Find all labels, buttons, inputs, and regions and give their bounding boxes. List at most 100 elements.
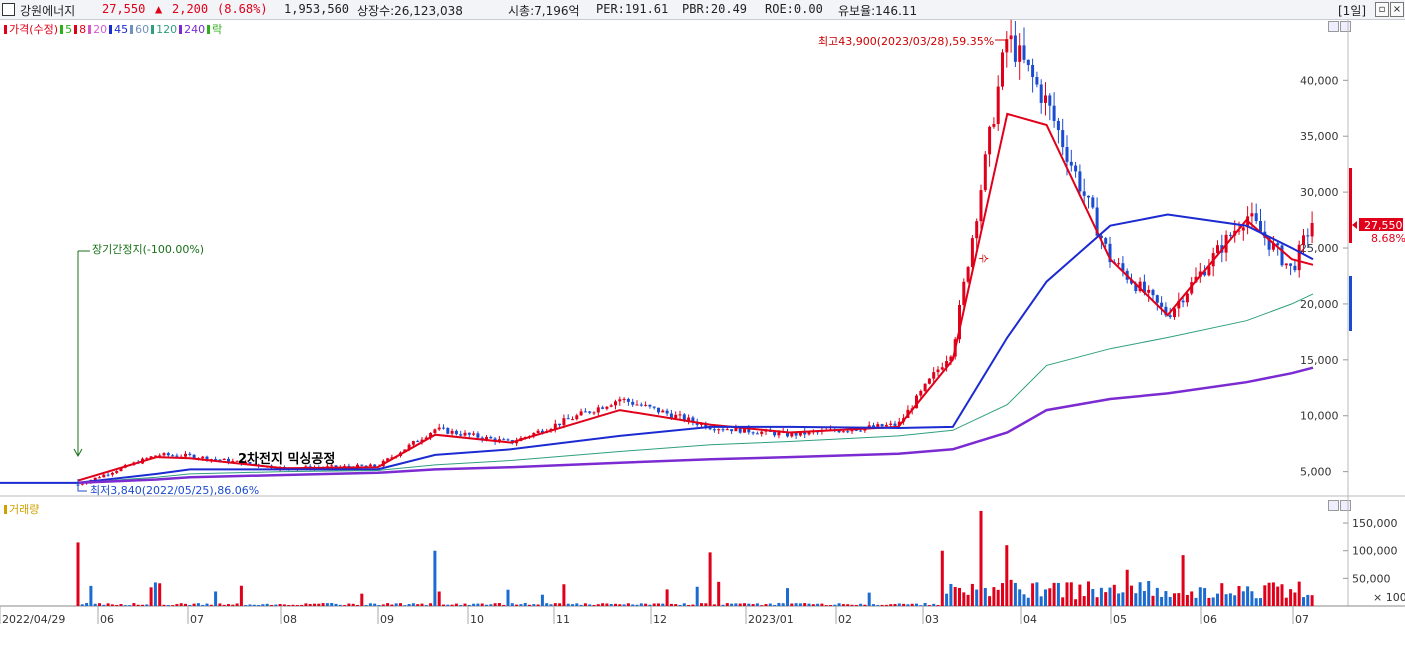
candle-body [807, 431, 811, 435]
candle-body [360, 464, 364, 466]
candle-body [996, 86, 1000, 125]
volume-bar [1151, 595, 1155, 606]
volume-bar [945, 593, 949, 606]
candle-body [626, 398, 630, 402]
candle-body [1134, 283, 1138, 292]
volume-bar [1026, 597, 1030, 606]
volume-bar [966, 594, 970, 606]
candle-body [549, 429, 553, 432]
volume-bar [506, 589, 510, 606]
candle-body [596, 407, 600, 413]
volume-bar [1039, 596, 1043, 606]
price-change: 2,200 [172, 2, 209, 16]
candle-body [343, 465, 347, 467]
volume-bar [214, 591, 218, 606]
candle-body [171, 455, 175, 457]
volume-bar [614, 603, 617, 606]
candle-body [1224, 234, 1228, 253]
volume-bar [992, 587, 996, 606]
candle-body [489, 436, 493, 439]
volume-bar [291, 604, 295, 606]
candle-body [730, 429, 734, 432]
candle-body [102, 474, 106, 478]
candle-body [966, 267, 970, 282]
volume-bar [184, 603, 187, 606]
volume-bar [85, 603, 89, 606]
price-pane-maximize-button[interactable] [1340, 21, 1351, 32]
volume-bar [257, 604, 261, 606]
candle-body [506, 439, 510, 441]
volume-bar [153, 582, 157, 606]
volume-bar [592, 604, 596, 606]
candle-body [278, 466, 282, 470]
time-axis-label: 2023/01 [748, 613, 794, 626]
period-button[interactable]: [1일] [1338, 4, 1367, 18]
maximize-button[interactable]: ▫ [1375, 2, 1389, 17]
candle-body [270, 465, 273, 469]
volume-bar [1130, 585, 1133, 606]
volume-bar [562, 584, 566, 606]
ma-line-240 [77, 366, 1314, 485]
volume-bar [463, 603, 467, 606]
price-pane-minimize-button[interactable] [1328, 21, 1339, 32]
candle-body [89, 479, 93, 483]
volume-bar [979, 510, 983, 606]
candle-body [1254, 213, 1258, 221]
candle-body [463, 432, 467, 436]
candle-body [1271, 243, 1275, 250]
candle-body [141, 458, 144, 464]
high-annotation: 최고43,900(2023/03/28),59.35% [818, 35, 994, 48]
volume-bar [553, 603, 557, 606]
volume-bar [669, 603, 673, 606]
candle-body [867, 425, 871, 428]
volume-pane-minimize-button[interactable] [1328, 500, 1339, 511]
volume-bar [906, 604, 910, 606]
volume-bar [738, 603, 742, 606]
time-axis-label: 06 [100, 613, 114, 626]
volume-legend-swatch [4, 505, 7, 514]
volume-bar [536, 604, 540, 606]
volume-bar [442, 604, 445, 606]
volume-bar [1280, 584, 1284, 606]
volume-bar [1108, 587, 1112, 606]
candle-body [446, 428, 450, 434]
candle-body [536, 430, 540, 433]
volume-bar [1216, 593, 1219, 606]
candle-body [153, 455, 157, 457]
candle-body [1228, 234, 1232, 236]
volume-pane-maximize-button[interactable] [1340, 500, 1351, 511]
time-axis-label: 05 [1113, 613, 1127, 626]
volume-bar [923, 602, 927, 606]
candle-body [975, 221, 979, 239]
close-button[interactable]: × [1390, 2, 1404, 17]
volume-bar [970, 583, 974, 606]
volume-bar [330, 602, 334, 606]
candle-body [347, 465, 351, 467]
price-axis-label: 5,000 [1300, 466, 1332, 479]
candle-body [657, 407, 660, 413]
candle-body [1306, 235, 1310, 237]
event-mark: 수 [977, 254, 989, 263]
volume-bar [351, 603, 355, 606]
low-annotation-arrow [77, 479, 87, 492]
volume-bar [794, 603, 798, 606]
time-axis-label: 09 [380, 613, 394, 626]
candle-body [175, 455, 179, 457]
candle-body [196, 458, 200, 460]
volume-bar [222, 604, 226, 606]
candle-body [257, 464, 261, 466]
candle-body [661, 410, 665, 413]
candle-body [906, 409, 910, 418]
volume-bar [575, 603, 579, 606]
select-checkbox[interactable] [2, 3, 15, 16]
candle-body [231, 460, 235, 463]
volume-bar [579, 604, 583, 606]
candle-body [1069, 161, 1073, 166]
suspension-marker-arrow [73, 448, 83, 458]
legend-label-1: 5 [65, 23, 73, 36]
candle-body [880, 424, 884, 427]
current-price-axis-label: 27,550 [1364, 219, 1403, 232]
current-price: 27,550 [102, 2, 146, 16]
candle-body [962, 281, 966, 306]
